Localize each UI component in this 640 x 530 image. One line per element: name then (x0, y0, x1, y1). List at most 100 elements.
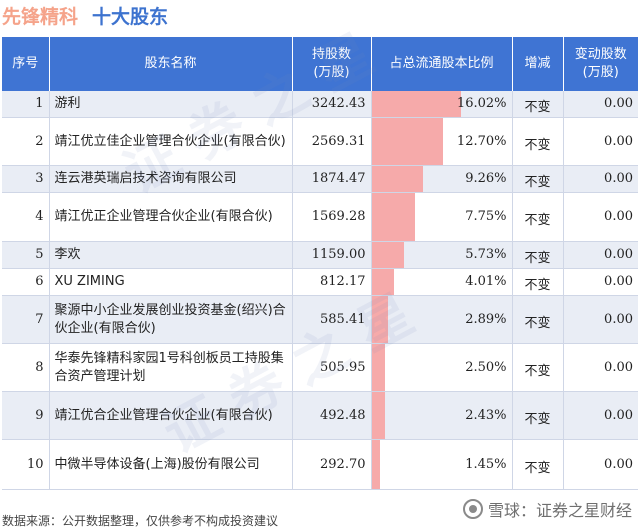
ratio-text: 1.45% (465, 456, 507, 472)
ratio-text: 12.70% (456, 133, 507, 149)
brand-watermark: 雪球：证券之星财经 (462, 497, 632, 521)
delta-cell: 0.00 (563, 165, 638, 193)
ratio-cell: 5.73% (371, 241, 513, 269)
holder-name-cell: 连云港英瑞启技术咨询有限公司 (49, 165, 293, 193)
rank-cell: 10 (2, 439, 50, 490)
table-row: 3 连云港英瑞启技术咨询有限公司 1874.47 9.26% 不变 0.00 (2, 165, 638, 193)
ratio-bar (371, 344, 386, 391)
rank-cell: 7 (2, 295, 50, 344)
ratio-cell: 2.43% (371, 391, 513, 440)
holder-name-cell: 靖江优立佳企业管理合伙企业(有限合伙) (49, 117, 293, 166)
col-header-delta: 变动股数 (万股) (563, 37, 638, 91)
ratio-cell: 7.75% (371, 192, 513, 242)
ratio-cell: 16.02% (371, 91, 513, 118)
holder-name-cell: 靖江优合企业管理合伙企业(有限合伙) (49, 391, 293, 440)
change-cell: 不变 (512, 295, 564, 344)
rank-cell: 4 (2, 192, 50, 242)
holder-name-cell: 华泰先锋精科家园1号科创板员工持股集合资产管理计划 (49, 343, 293, 392)
holder-name-cell: 游利 (49, 91, 293, 118)
shares-cell: 292.70 (292, 439, 372, 490)
table-row: 9 靖江优合企业管理合伙企业(有限合伙) 492.48 2.43% 不变 0.00 (2, 391, 638, 440)
delta-cell: 0.00 (563, 295, 638, 344)
ratio-text: 9.26% (465, 171, 507, 186)
ratio-text: 2.50% (465, 359, 507, 375)
shares-cell: 2569.31 (292, 117, 372, 166)
table-row: 6 XU ZIMING 812.17 4.01% 不变 0.00 (2, 268, 638, 296)
shareholders-table: 序号 股东名称 持股数 (万股) 占总流通股本比例 增减 变动股数 (万股) 1… (2, 37, 638, 490)
change-cell: 不变 (512, 91, 564, 118)
rank-cell: 5 (2, 241, 50, 269)
holder-name-cell: 靖江优正企业管理合伙企业(有限合伙) (49, 192, 293, 242)
table-row: 4 靖江优正企业管理合伙企业(有限合伙) 1569.28 7.75% 不变 0.00 (2, 192, 638, 242)
col-header-shares: 持股数 (万股) (292, 37, 372, 91)
ratio-bar (371, 296, 388, 343)
holder-name-cell: 中微半导体设备(上海)股份有限公司 (49, 439, 293, 490)
table-row: 8 华泰先锋精科家园1号科创板员工持股集合资产管理计划 505.95 2.50% 不变 0… (2, 343, 638, 392)
ratio-text: 2.89% (465, 311, 507, 327)
ratio-cell: 4.01% (371, 268, 513, 296)
table-row: 1 游利 3242.43 16.02% 不变 0.00 (2, 91, 638, 118)
holder-name-cell: 聚源中小企业发展创业投资基金(绍兴)合伙企业(有限合伙) (49, 295, 293, 344)
shares-cell: 1874.47 (292, 165, 372, 193)
delta-cell: 0.00 (563, 439, 638, 490)
section-title: 十大股东 (92, 6, 169, 28)
ratio-text: 4.01% (465, 274, 507, 289)
shares-cell: 585.41 (292, 295, 372, 344)
ratio-cell: 2.89% (371, 295, 513, 344)
rank-cell: 3 (2, 165, 50, 193)
ratio-text: 2.43% (465, 407, 507, 423)
title-bar: 先锋精科 十大股东 (0, 0, 640, 34)
change-cell: 不变 (512, 391, 564, 440)
table-row: 2 靖江优立佳企业管理合伙企业(有限合伙) 2569.31 12.70% 不变 0.00 (2, 117, 638, 166)
ratio-bar (371, 242, 404, 268)
table-body: 1 游利 3242.43 16.02% 不变 0.00 2 靖江优立佳企业管理合伙企业(有限合… (2, 91, 638, 490)
change-cell: 不变 (512, 439, 564, 490)
ratio-bar (371, 166, 424, 192)
rank-cell: 1 (2, 91, 50, 118)
data-source-note: 数据来源：公开数据整理，仅供参考不构成投资建议 (2, 514, 279, 528)
ratio-bar (371, 91, 462, 117)
shares-cell: 812.17 (292, 268, 372, 296)
brand-text: 雪球：证券之星财经 (487, 501, 632, 520)
change-cell: 不变 (512, 268, 564, 296)
delta-cell: 0.00 (563, 268, 638, 296)
ratio-text: 7.75% (465, 209, 507, 224)
holder-name-cell: 李欢 (49, 241, 293, 269)
delta-cell: 0.00 (563, 391, 638, 440)
snowball-logo-icon (462, 499, 483, 519)
change-cell: 不变 (512, 241, 564, 269)
ratio-text: 5.73% (465, 247, 507, 262)
change-cell: 不变 (512, 343, 564, 392)
table-row: 7 聚源中小企业发展创业投资基金(绍兴)合伙企业(有限合伙) 585.41 2.89%… (2, 295, 638, 344)
delta-cell: 0.00 (563, 241, 638, 269)
shares-cell: 492.48 (292, 391, 372, 440)
ratio-cell: 1.45% (371, 439, 513, 490)
shares-cell: 3242.43 (292, 91, 372, 118)
ratio-bar (371, 440, 380, 489)
rank-cell: 8 (2, 343, 50, 392)
ratio-bar (371, 193, 415, 241)
table-row: 10 中微半导体设备(上海)股份有限公司 292.70 1.45% 不变 0.00 (2, 439, 638, 490)
col-header-change: 增减 (512, 37, 564, 91)
ratio-cell: 2.50% (371, 343, 513, 392)
delta-cell: 0.00 (563, 117, 638, 166)
rank-cell: 6 (2, 268, 50, 296)
shares-cell: 1569.28 (292, 192, 372, 242)
rank-cell: 9 (2, 391, 50, 440)
col-header-name: 股东名称 (49, 37, 293, 91)
ratio-text: 16.02% (456, 96, 507, 111)
shares-cell: 505.95 (292, 343, 372, 392)
col-header-rank: 序号 (2, 37, 50, 91)
table-row: 5 李欢 1159.00 5.73% 不变 0.00 (2, 241, 638, 269)
col-header-ratio: 占总流通股本比例 (371, 37, 513, 91)
ratio-bar (371, 269, 394, 295)
change-cell: 不变 (512, 192, 564, 242)
ratio-bar (371, 118, 443, 165)
delta-cell: 0.00 (563, 91, 638, 118)
company-title: 先锋精科 (2, 6, 79, 28)
shares-cell: 1159.00 (292, 241, 372, 269)
change-cell: 不变 (512, 117, 564, 166)
delta-cell: 0.00 (563, 192, 638, 242)
ratio-cell: 12.70% (371, 117, 513, 166)
ratio-bar (371, 392, 386, 439)
